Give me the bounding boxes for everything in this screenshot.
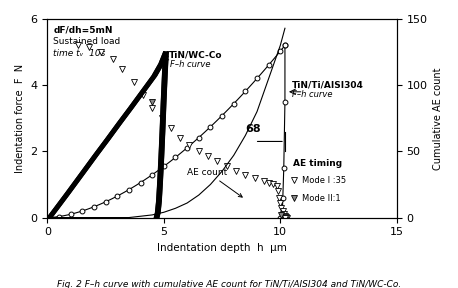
X-axis label: Indentation depth  h  μm: Indentation depth h μm: [157, 243, 287, 253]
Text: AE count: AE count: [187, 168, 242, 197]
Text: 68: 68: [245, 124, 261, 134]
Text: Fig. 2 F–h curve with cumulative AE count for TiN/Ti/AISI304 and TiN/WC-Co.: Fig. 2 F–h curve with cumulative AE coun…: [57, 280, 401, 288]
Y-axis label: Cumulative AE count: Cumulative AE count: [433, 67, 443, 170]
Text: Sustained load: Sustained load: [53, 37, 120, 46]
Text: time tᵥ  10s: time tᵥ 10s: [53, 49, 106, 58]
Text: AE timing: AE timing: [293, 159, 342, 168]
Text: dF/dh=5mN: dF/dh=5mN: [53, 25, 113, 34]
Text: Mode II:1: Mode II:1: [302, 194, 341, 203]
Text: TiN/Ti/AISI304: TiN/Ti/AISI304: [292, 81, 364, 90]
Text: TiN/WC-Co: TiN/WC-Co: [165, 50, 222, 60]
Polygon shape: [154, 52, 168, 217]
Text: F–h curve: F–h curve: [169, 60, 210, 69]
Y-axis label: Indentation force  F  N: Indentation force F N: [15, 64, 25, 173]
Text: F–h curve: F–h curve: [292, 90, 333, 99]
Polygon shape: [47, 52, 168, 217]
Text: Mode I :35: Mode I :35: [302, 176, 347, 185]
